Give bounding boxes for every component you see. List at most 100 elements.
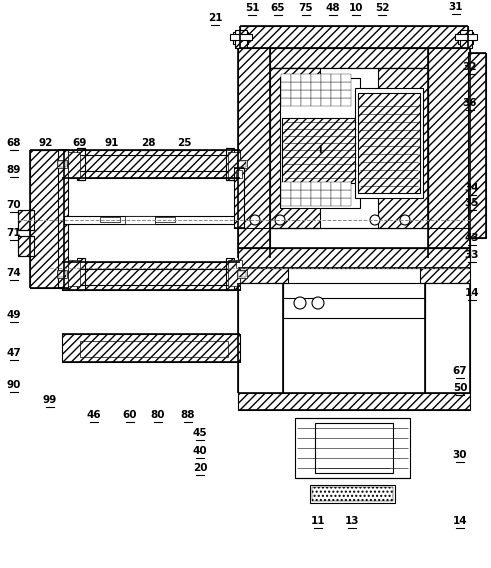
Text: 36: 36 — [463, 98, 477, 108]
Bar — [301, 182, 311, 190]
Text: 43: 43 — [464, 233, 479, 243]
Text: 51: 51 — [245, 3, 259, 13]
Bar — [291, 90, 301, 98]
Bar — [237, 160, 247, 168]
Text: 49: 49 — [7, 310, 21, 320]
Bar — [281, 90, 291, 98]
Bar — [281, 74, 291, 82]
Text: 10: 10 — [349, 3, 363, 13]
Text: 50: 50 — [453, 383, 467, 393]
Text: 60: 60 — [123, 410, 137, 420]
Text: 48: 48 — [326, 3, 340, 13]
Bar — [238, 161, 246, 167]
Text: 75: 75 — [299, 3, 313, 13]
Text: 70: 70 — [7, 200, 21, 210]
Text: 89: 89 — [7, 165, 21, 175]
Bar — [291, 182, 301, 190]
Bar — [238, 283, 283, 393]
Bar — [458, 32, 473, 44]
Bar — [291, 82, 301, 90]
Text: 21: 21 — [208, 13, 222, 23]
Bar — [321, 182, 331, 190]
Bar — [58, 161, 66, 167]
Text: 45: 45 — [192, 428, 207, 438]
Bar — [282, 118, 358, 183]
Bar — [270, 68, 428, 228]
Bar — [301, 198, 311, 206]
Bar — [311, 90, 321, 98]
Bar — [80, 269, 228, 285]
Circle shape — [250, 215, 260, 225]
Text: 40: 40 — [192, 446, 207, 456]
Bar — [238, 271, 246, 277]
Text: 30: 30 — [453, 450, 467, 460]
Bar — [291, 98, 301, 106]
Bar — [282, 118, 358, 183]
Bar — [281, 190, 291, 198]
Bar — [331, 182, 341, 190]
Circle shape — [294, 297, 306, 309]
Bar — [341, 190, 351, 198]
Text: 20: 20 — [193, 463, 207, 473]
Bar — [228, 152, 240, 178]
Bar — [341, 98, 351, 106]
Bar — [281, 98, 291, 106]
Bar — [62, 334, 240, 362]
Text: 91: 91 — [105, 138, 119, 148]
Text: 74: 74 — [6, 268, 22, 278]
Circle shape — [275, 215, 285, 225]
Bar — [125, 216, 155, 224]
Bar — [62, 150, 240, 178]
Bar — [155, 217, 175, 222]
Bar — [310, 485, 395, 503]
Bar — [341, 74, 351, 82]
Bar — [301, 190, 311, 198]
Bar — [230, 34, 252, 40]
Text: 31: 31 — [449, 2, 463, 12]
Bar — [311, 74, 321, 82]
Bar — [236, 170, 242, 178]
Text: 88: 88 — [181, 410, 195, 420]
Circle shape — [312, 297, 324, 309]
Bar — [281, 182, 291, 190]
Bar — [270, 68, 320, 228]
Text: 69: 69 — [73, 138, 87, 148]
Bar — [341, 90, 351, 98]
Bar — [238, 393, 470, 410]
Bar — [358, 93, 420, 193]
Bar — [420, 268, 470, 283]
Bar — [62, 262, 240, 290]
Bar — [331, 82, 341, 90]
Bar — [321, 90, 331, 98]
Text: 92: 92 — [39, 138, 53, 148]
Bar — [77, 258, 85, 290]
Bar — [68, 152, 80, 178]
Bar — [234, 168, 244, 228]
Circle shape — [370, 215, 380, 225]
Bar — [235, 30, 247, 48]
Bar — [301, 98, 311, 106]
Bar — [295, 418, 410, 478]
Bar — [321, 198, 331, 206]
Bar — [301, 74, 311, 82]
Text: 14: 14 — [453, 516, 467, 526]
Bar — [311, 98, 321, 106]
Bar — [58, 271, 66, 277]
Bar — [321, 98, 331, 106]
Bar — [321, 190, 331, 198]
Bar — [228, 260, 240, 286]
Bar — [18, 210, 34, 230]
Text: 71: 71 — [7, 228, 21, 238]
Bar — [238, 268, 288, 283]
Bar — [331, 198, 341, 206]
Bar — [280, 78, 360, 208]
Bar — [355, 88, 423, 198]
Bar — [311, 182, 321, 190]
Bar — [341, 82, 351, 90]
Text: 47: 47 — [6, 348, 22, 358]
Text: 25: 25 — [177, 138, 191, 148]
Bar — [378, 68, 428, 228]
Bar — [291, 74, 301, 82]
Text: 14: 14 — [464, 288, 479, 298]
Bar — [238, 48, 270, 258]
